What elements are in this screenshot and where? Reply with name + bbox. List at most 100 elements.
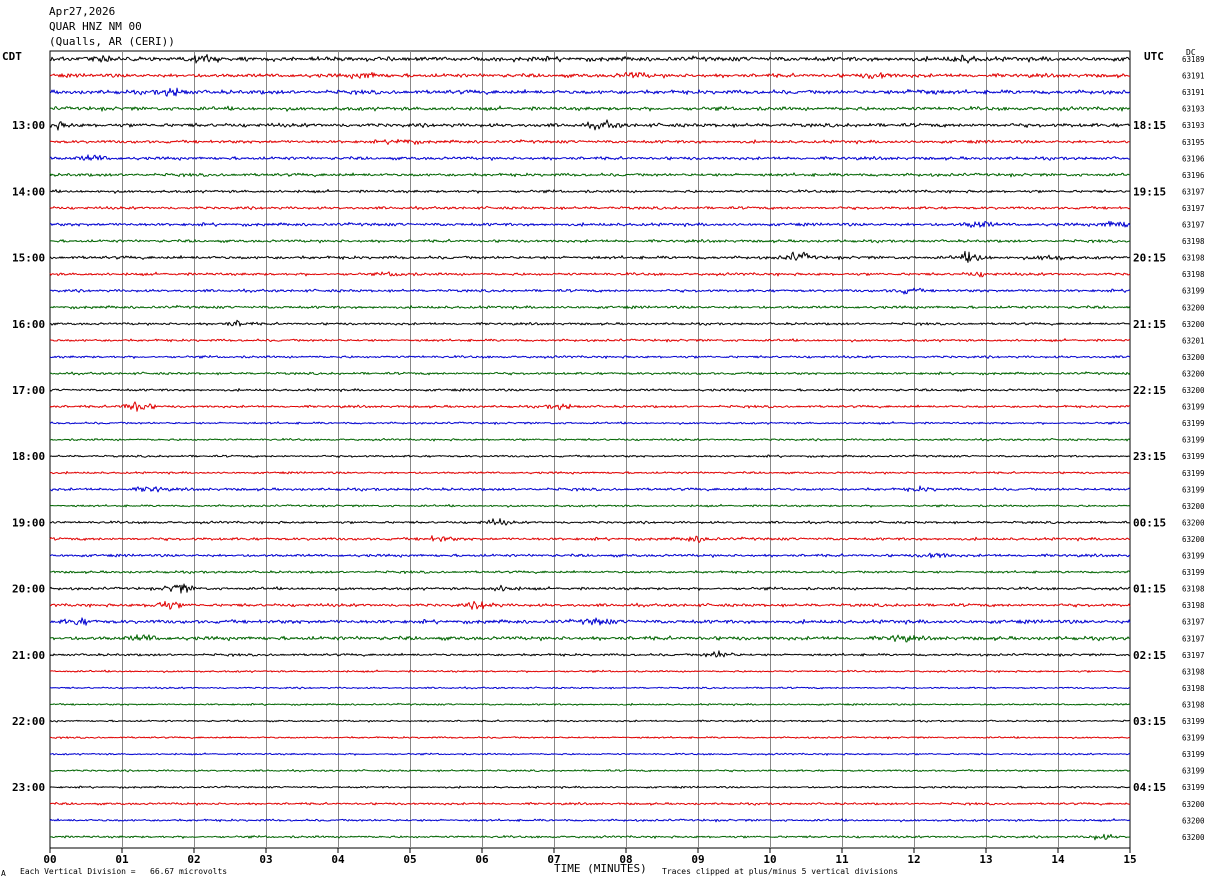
seismic-trace — [49, 154, 1131, 161]
dc-offset-label: 63198 — [1182, 254, 1205, 263]
seismic-trace — [49, 552, 1131, 559]
seismic-trace — [49, 205, 1131, 211]
seismic-trace — [50, 769, 1131, 773]
seismic-trace — [49, 503, 1131, 508]
x-tick-label: 05 — [403, 853, 416, 866]
dc-offset-label: 63200 — [1182, 800, 1205, 809]
dc-offset-label: 63201 — [1182, 336, 1205, 345]
dc-offset-label: 63193 — [1182, 121, 1205, 130]
plot-frame — [49, 50, 1131, 849]
x-tick-label: 09 — [691, 853, 704, 866]
x-tick-label: 12 — [907, 853, 920, 866]
seismic-trace — [49, 736, 1131, 740]
dc-offset-label: 63191 — [1182, 88, 1205, 97]
left-hour-label: 18:00 — [12, 450, 45, 463]
seismic-trace — [49, 271, 1131, 278]
dc-offset-label: 63199 — [1182, 783, 1205, 792]
x-tick-label: 03 — [259, 853, 272, 866]
dc-offset-label: 63199 — [1182, 469, 1205, 478]
seismic-trace — [49, 801, 1131, 806]
seismic-trace — [49, 355, 1131, 359]
dc-offset-label: 63198 — [1182, 667, 1205, 676]
seismic-trace — [49, 189, 1131, 194]
seismic-trace — [49, 287, 1131, 295]
seismic-trace — [49, 401, 1130, 412]
seismic-trace — [50, 833, 1131, 841]
dc-offset-label: 63197 — [1182, 618, 1205, 627]
x-tick-label: 01 — [115, 853, 129, 866]
right-hour-label: 22:15 — [1133, 384, 1166, 397]
left-hour-label: 21:00 — [12, 649, 45, 662]
left-hour-label: 23:00 — [12, 781, 45, 794]
dc-offset-label: 63200 — [1182, 303, 1205, 312]
left-hour-label: 20:00 — [12, 583, 45, 596]
dc-offset-label: 63200 — [1182, 369, 1205, 378]
x-tick-label: 11 — [835, 853, 849, 866]
dc-offset-label: 63199 — [1182, 767, 1205, 776]
right-hour-label: 20:15 — [1133, 252, 1166, 265]
seismic-trace — [49, 634, 1131, 643]
seismic-trace — [49, 785, 1131, 789]
left-hour-label: 15:00 — [12, 252, 45, 265]
seismic-trace — [49, 437, 1131, 442]
left-timezone-label: CDT — [2, 50, 22, 63]
seismic-trace — [49, 471, 1131, 475]
x-tick-label: 07 — [547, 853, 560, 866]
left-hour-label: 13:00 — [12, 119, 45, 132]
dc-offset-label: 63198 — [1182, 684, 1205, 693]
dc-offset-label: 63193 — [1182, 105, 1205, 114]
dc-offset-label: 63197 — [1182, 187, 1205, 196]
dc-offset-label: 63198 — [1182, 601, 1205, 610]
dc-offset-label: 63200 — [1182, 816, 1205, 825]
dc-offset-label: 63200 — [1182, 535, 1205, 544]
right-hour-label: 01:15 — [1133, 583, 1166, 596]
dc-offset-label: 63199 — [1182, 485, 1205, 494]
seismic-trace — [49, 338, 1131, 343]
seismic-trace — [49, 485, 1131, 493]
right-hour-label: 21:15 — [1133, 318, 1166, 331]
seismic-trace — [49, 535, 1131, 544]
left-hour-label: 14:00 — [12, 185, 45, 198]
right-hour-label: 04:15 — [1133, 781, 1166, 794]
dc-offset-label: 63197 — [1182, 634, 1205, 643]
x-tick-label: 06 — [475, 853, 489, 866]
right-hour-label: 19:15 — [1133, 185, 1166, 198]
seismic-trace — [49, 54, 1131, 64]
right-hour-label: 00:15 — [1133, 516, 1166, 529]
dc-offset-label: 63197 — [1182, 204, 1205, 213]
seismic-trace — [49, 719, 1131, 723]
seismic-trace — [49, 570, 1131, 575]
x-tick-label: 14 — [1051, 853, 1065, 866]
location-label: (Qualls, AR (CERI)) — [49, 35, 175, 48]
seismic-trace — [49, 702, 1131, 707]
left-hour-label: 16:00 — [12, 318, 45, 331]
corner-mark: A — [1, 869, 6, 878]
seismic-trace — [49, 454, 1131, 458]
dc-offset-label: 63198 — [1182, 585, 1205, 594]
x-tick-label: 00 — [43, 853, 56, 866]
dc-offset-label: 63200 — [1182, 833, 1205, 842]
dc-offset-label: 63191 — [1182, 72, 1205, 81]
seismic-trace — [49, 617, 1131, 626]
seismic-trace — [49, 105, 1131, 112]
x-tick-label: 15 — [1123, 853, 1136, 866]
x-tick-label: 13 — [979, 853, 992, 866]
right-timezone-label: UTC — [1144, 50, 1164, 63]
seismic-trace — [49, 752, 1131, 756]
left-hour-label: 22:00 — [12, 715, 45, 728]
seismic-trace — [49, 421, 1131, 425]
seismic-trace — [49, 138, 1131, 145]
dc-offset-label: 63195 — [1182, 138, 1205, 147]
seismic-trace — [49, 583, 1131, 594]
right-hour-label: 18:15 — [1133, 119, 1166, 132]
x-tick-label: 02 — [187, 853, 200, 866]
seismic-trace — [49, 304, 1131, 310]
dc-offset-label: 63199 — [1182, 717, 1205, 726]
dc-offset-label: 63196 — [1182, 171, 1205, 180]
dc-offset-label: 63197 — [1182, 651, 1205, 660]
dc-offset-label: 63200 — [1182, 320, 1205, 329]
x-axis-title: TIME (MINUTES) — [554, 862, 647, 875]
right-hour-label: 23:15 — [1133, 450, 1166, 463]
dc-offset-label: 63189 — [1182, 55, 1205, 64]
